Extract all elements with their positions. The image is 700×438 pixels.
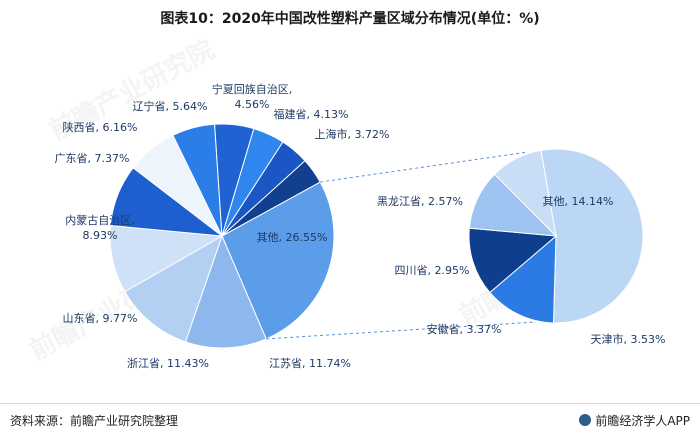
main-slice-label-3: 山东省, 9.77% <box>63 312 138 325</box>
slice-labels: 其他, 26.55% 江苏省, 11.74% 浙江省, 11.43% 山东省, 9.7… <box>55 82 666 370</box>
chart-title: 图表10：2020年中国改性塑料产量区域分布情况(单位：%) <box>160 11 540 27</box>
sub-pie <box>468 148 644 324</box>
sub-slice-1 <box>489 234 557 324</box>
main-slice-0 <box>221 181 335 340</box>
main-slice-label-5: 广东省, 7.37% <box>55 152 130 165</box>
main-slice-label-10: 上海市, 3.72% <box>315 127 390 141</box>
main-slice-label-1: 江苏省, 11.74% <box>269 357 351 370</box>
main-slice-label-7: 辽宁省, 5.64% <box>133 99 208 113</box>
sub-slice-label-2: 安徽省, 3.37% <box>427 322 502 336</box>
sub-slice-label-3: 四川省, 2.95% <box>395 264 470 277</box>
main-slice-label-6: 陕西省, 6.16% <box>63 120 138 134</box>
main-slice-10 <box>221 160 321 237</box>
sub-slice-4 <box>493 149 557 238</box>
brand-label: 前瞻经济学人APP <box>595 414 690 428</box>
main-slice-label-2: 浙江省, 11.43% <box>127 357 209 370</box>
main-slice-2 <box>124 234 223 343</box>
brand: 前瞻经济学人APP <box>579 412 690 429</box>
sub-slice-label-0: 其他, 14.14% <box>543 195 614 208</box>
connector-top <box>320 151 529 183</box>
connector-lines <box>266 151 537 340</box>
main-slice-label-9: 福建省, 4.13% <box>274 107 349 121</box>
footer: 资料来源：前瞻产业研究院整理 前瞻经济学人APP <box>0 403 700 438</box>
brand-logo-icon <box>579 414 592 426</box>
source-note: 资料来源：前瞻产业研究院整理 <box>10 414 179 428</box>
sub-slice-0 <box>540 148 644 324</box>
main-slice-1 <box>184 234 267 349</box>
main-slice-label-8: 宁夏回族自治区, 4.56% <box>212 82 293 111</box>
main-pie <box>109 123 335 349</box>
sub-slice-label-4: 黑龙江省, 2.57% <box>377 195 463 208</box>
sub-slice-2 <box>468 227 558 294</box>
main-slice-label-0: 其他, 26.55% <box>257 231 328 244</box>
sub-slice-label-1: 天津市, 3.53% <box>591 332 666 346</box>
main-slice-label-4: 内蒙古自治区, 8.93% <box>65 213 135 242</box>
